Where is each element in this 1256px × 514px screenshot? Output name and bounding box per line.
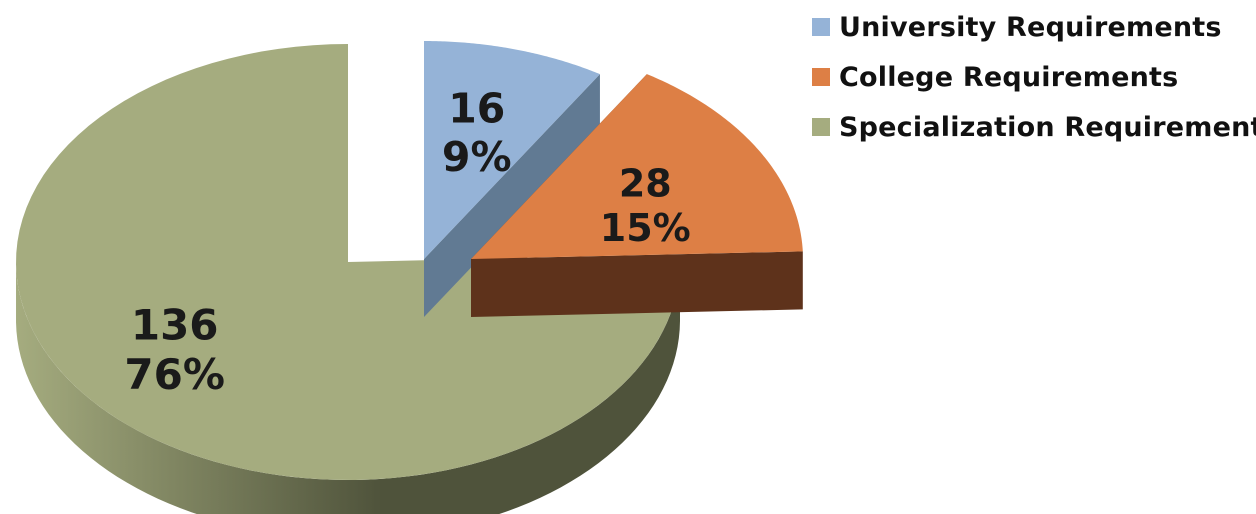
data-label-percent-specialization: 76% — [124, 350, 225, 399]
legend-label-specialization: Specialization Requirements — [839, 111, 1256, 143]
legend-item-specialization: Specialization Requirements — [812, 102, 1256, 152]
data-label-percent-college: 15% — [600, 206, 691, 250]
data-label-percent-university: 9% — [442, 133, 512, 181]
chart-legend: University Requirements College Requirem… — [812, 2, 1256, 152]
slice-wall-college-1 — [471, 251, 803, 317]
legend-label-university: University Requirements — [839, 11, 1222, 43]
legend-swatch-college — [812, 68, 830, 86]
data-label-value-specialization: 136 — [131, 301, 219, 350]
slice-top-university — [424, 41, 600, 259]
slice-side-specialization — [16, 263, 680, 514]
slice-top-specialization — [16, 44, 680, 480]
slice-wall-university-1 — [424, 74, 600, 317]
legend-swatch-specialization — [812, 118, 830, 136]
legend-swatch-university — [812, 18, 830, 36]
data-label-value-college: 28 — [619, 161, 672, 205]
data-label-value-university: 16 — [448, 85, 505, 133]
slice-top-college — [471, 74, 803, 259]
legend-item-university: University Requirements — [812, 2, 1256, 52]
legend-item-college: College Requirements — [812, 52, 1256, 102]
legend-label-college: College Requirements — [839, 61, 1179, 93]
